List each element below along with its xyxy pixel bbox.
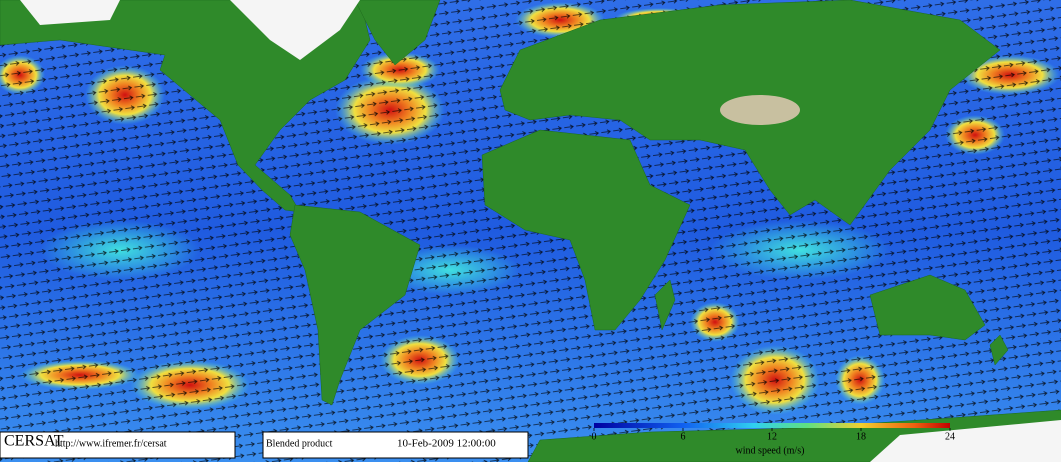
product-datetime: 10-Feb-2009 12:00:00: [397, 438, 496, 450]
colorbar-tick-label: 6: [681, 431, 686, 442]
brand-url: http://www.ifremer.fr/cersat: [55, 438, 167, 449]
branding-box: [0, 431, 236, 459]
product-label: Blended product: [266, 438, 333, 449]
colorbar-tick-label: 18: [856, 431, 866, 442]
colorbar-tick-label: 24: [945, 431, 955, 442]
product-box: [262, 431, 529, 459]
colorbar: wind speed (m/s) 0 6 12 18 24: [592, 423, 955, 456]
colorbar-title: wind speed (m/s): [736, 445, 805, 456]
info-boxes: CERSAT http://www.ifremer.fr/cersat Blen…: [0, 431, 529, 459]
colorbar-tick-label: 0: [592, 431, 597, 442]
colorbar-scale: [594, 423, 950, 428]
ice: [20, 0, 1061, 462]
brand-name: CERSAT: [4, 433, 64, 450]
colorbar-tick-label: 12: [767, 431, 777, 442]
